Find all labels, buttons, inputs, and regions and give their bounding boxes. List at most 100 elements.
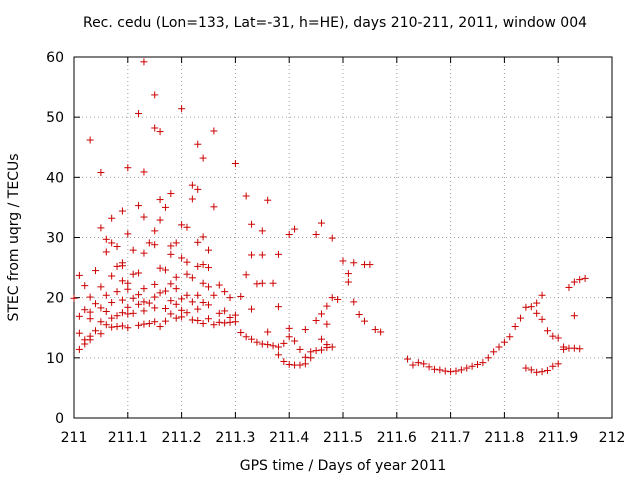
data-point: [183, 270, 191, 278]
data-point: [92, 300, 100, 308]
data-point: [188, 316, 196, 324]
data-point: [344, 278, 352, 286]
data-point: [135, 300, 143, 308]
data-point: [178, 105, 186, 113]
data-point: [140, 298, 148, 306]
data-point: [253, 280, 261, 288]
x-tick-label: 211.5: [323, 430, 363, 446]
x-tick-label: 211.2: [162, 430, 202, 446]
data-point: [527, 303, 535, 311]
x-tick-label: 212: [599, 430, 626, 446]
data-point: [543, 327, 551, 335]
data-point: [285, 360, 293, 368]
data-point: [258, 279, 266, 287]
data-point: [248, 335, 256, 343]
data-point: [317, 346, 325, 354]
data-point: [156, 323, 164, 331]
data-point: [97, 304, 105, 312]
data-point: [317, 335, 325, 343]
data-point: [97, 224, 105, 232]
data-point: [242, 192, 250, 200]
data-point: [199, 261, 207, 269]
data-point: [172, 239, 180, 247]
data-point: [307, 354, 315, 362]
data-point: [522, 303, 530, 311]
data-point: [210, 321, 218, 329]
data-point: [108, 214, 116, 222]
data-point: [124, 164, 132, 172]
data-point: [237, 329, 245, 337]
data-point: [312, 347, 320, 355]
data-point: [527, 366, 535, 374]
data-point: [317, 219, 325, 227]
data-point: [135, 269, 143, 277]
data-point: [113, 262, 121, 270]
data-point: [118, 296, 126, 304]
x-tick-label: 211.9: [538, 430, 578, 446]
data-point: [205, 315, 212, 323]
x-tick-label: 211.1: [108, 430, 148, 446]
data-point: [274, 351, 282, 359]
data-point: [517, 314, 525, 322]
data-point: [312, 317, 320, 325]
data-point: [344, 270, 352, 278]
data-point: [140, 168, 148, 176]
data-point: [301, 326, 309, 334]
data-point: [484, 354, 492, 362]
data-point: [280, 357, 288, 365]
data-point: [285, 230, 293, 238]
data-point: [248, 220, 256, 228]
data-point: [102, 291, 110, 299]
data-point: [97, 330, 105, 338]
data-point: [167, 190, 175, 198]
data-point: [430, 365, 438, 373]
data-point: [291, 337, 299, 345]
data-point: [328, 343, 336, 351]
data-point: [92, 327, 100, 335]
data-point: [269, 279, 277, 287]
y-axis-label: STEC from uqrg / TECUs: [6, 153, 22, 321]
data-point: [135, 291, 143, 299]
data-point: [269, 342, 277, 350]
data-point: [161, 203, 169, 211]
data-point: [350, 259, 358, 267]
data-point: [522, 364, 530, 372]
data-point: [361, 317, 369, 325]
data-point: [199, 298, 207, 306]
data-point: [576, 345, 584, 353]
data-point: [118, 322, 126, 330]
data-point: [183, 309, 191, 317]
data-point: [253, 338, 261, 346]
data-point: [425, 363, 433, 371]
data-point: [118, 309, 126, 317]
data-point: [248, 305, 256, 313]
data-point: [328, 234, 336, 242]
data-point: [334, 295, 342, 303]
data-point: [178, 313, 186, 321]
data-point: [124, 324, 132, 332]
data-point: [113, 312, 121, 320]
data-point: [124, 303, 132, 311]
data-point: [355, 311, 363, 319]
data-point: [490, 348, 498, 356]
x-tick-label: 211.7: [431, 430, 471, 446]
data-point: [151, 318, 159, 326]
data-point: [167, 250, 175, 258]
x-tick-label: 211.6: [377, 430, 417, 446]
data-point: [479, 359, 487, 367]
data-point: [135, 202, 143, 210]
data-point: [274, 250, 282, 258]
data-point: [86, 315, 94, 323]
data-point: [178, 306, 186, 314]
data-point: [560, 345, 568, 353]
data-point: [205, 283, 212, 291]
data-point: [75, 271, 83, 279]
data-point: [350, 298, 358, 306]
data-point: [172, 273, 180, 281]
data-point: [538, 315, 546, 323]
data-point: [576, 276, 584, 284]
data-point: [258, 227, 266, 235]
data-point: [205, 301, 212, 309]
data-point: [86, 136, 94, 144]
data-point: [108, 323, 116, 331]
